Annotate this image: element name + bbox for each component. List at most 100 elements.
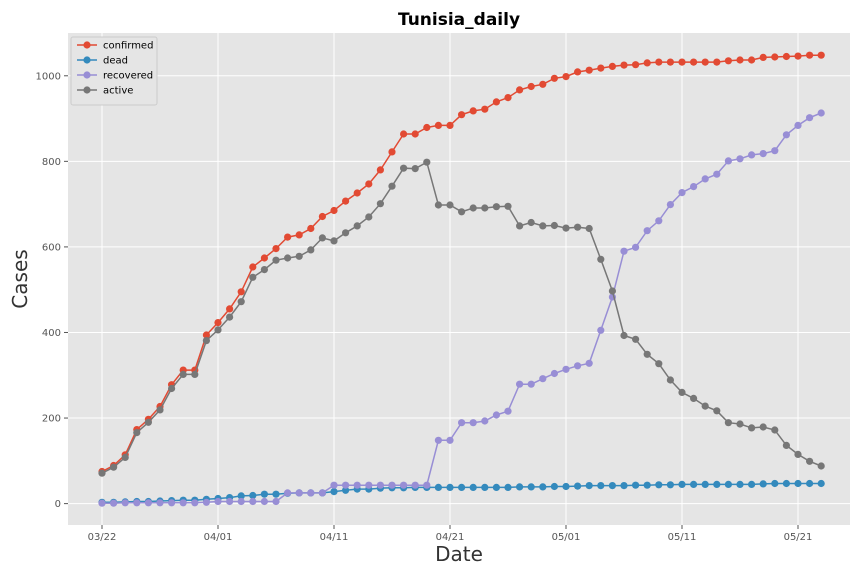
data-point-recovered	[191, 499, 199, 507]
data-point-recovered	[179, 499, 187, 507]
data-point-recovered	[817, 109, 825, 117]
data-point-confirmed	[701, 58, 709, 66]
data-point-dead	[446, 483, 454, 491]
data-point-active	[643, 350, 651, 358]
data-point-recovered	[597, 326, 605, 334]
data-point-confirmed	[272, 245, 280, 253]
x-tick-label: 05/21	[784, 532, 813, 543]
data-point-dead	[249, 491, 257, 500]
y-tick-label: 200	[42, 414, 61, 425]
x-tick-label: 04/01	[204, 532, 233, 543]
data-point-dead	[237, 492, 245, 500]
data-point-confirmed	[226, 305, 234, 313]
data-point-recovered	[365, 481, 373, 489]
y-tick-label: 600	[42, 242, 61, 253]
data-point-active	[214, 326, 222, 334]
data-point-recovered	[133, 499, 141, 507]
data-point-active	[284, 254, 292, 262]
data-point-confirmed	[736, 56, 744, 64]
data-point-recovered	[353, 481, 361, 489]
data-point-confirmed	[214, 319, 222, 327]
data-point-dead	[724, 480, 733, 488]
data-point-confirmed	[806, 51, 814, 59]
y-axis-ticks: 0 200 400 600 800 1000	[36, 71, 68, 510]
data-point-recovered	[376, 481, 384, 489]
data-point-confirmed	[469, 107, 477, 115]
data-point-active	[817, 462, 825, 470]
grid	[68, 33, 850, 525]
data-point-recovered	[678, 189, 686, 197]
data-point-recovered	[516, 380, 524, 388]
data-point-dead	[782, 479, 791, 488]
x-tick-label: 04/21	[436, 532, 465, 543]
data-point-recovered	[121, 499, 129, 507]
data-point-dead	[539, 483, 547, 491]
data-point-active	[527, 218, 535, 227]
data-point-recovered	[237, 497, 245, 506]
data-point-confirmed	[608, 62, 617, 70]
data-point-confirmed	[620, 61, 628, 69]
data-point-confirmed	[759, 53, 767, 62]
data-point-recovered	[504, 407, 512, 415]
data-point-recovered	[469, 419, 477, 427]
data-point-confirmed	[446, 121, 454, 129]
x-axis-title: Date	[435, 542, 483, 566]
data-point-confirmed	[504, 94, 512, 102]
data-point-recovered	[98, 499, 106, 507]
series-group	[98, 51, 825, 507]
data-point-recovered	[666, 201, 675, 209]
y-axis-title: Cases	[8, 249, 32, 308]
data-point-dead	[771, 479, 779, 488]
data-point-confirmed	[817, 51, 825, 59]
data-point-recovered	[214, 497, 222, 506]
data-point-active	[678, 388, 686, 396]
data-point-recovered	[585, 359, 593, 367]
data-point-active	[434, 201, 442, 209]
data-point-active	[144, 418, 152, 426]
data-point-recovered	[481, 417, 489, 425]
data-point-recovered	[492, 411, 500, 419]
data-point-dead	[736, 480, 744, 488]
data-point-dead	[690, 480, 698, 488]
data-point-confirmed	[574, 68, 582, 76]
data-point-active	[318, 234, 326, 242]
data-point-recovered	[782, 131, 791, 139]
data-point-dead	[492, 483, 500, 491]
data-point-active	[226, 313, 234, 321]
legend-marker	[83, 56, 91, 64]
data-point-recovered	[655, 217, 663, 225]
data-point-recovered	[202, 498, 210, 506]
data-point-recovered	[330, 481, 338, 489]
data-point-confirmed	[562, 73, 570, 81]
data-point-active	[249, 273, 257, 281]
data-point-active	[156, 406, 164, 414]
data-point-confirmed	[342, 197, 350, 205]
data-point-dead	[330, 488, 338, 496]
data-point-confirmed	[237, 288, 245, 296]
data-point-active	[411, 165, 419, 173]
data-point-dead	[759, 480, 767, 488]
data-point-dead	[550, 482, 559, 491]
data-point-active	[666, 376, 675, 384]
data-point-dead	[527, 483, 535, 491]
data-point-active	[191, 370, 199, 378]
data-point-confirmed	[794, 52, 802, 60]
data-point-confirmed	[307, 224, 315, 233]
data-point-dead	[585, 482, 593, 490]
data-point-active	[782, 441, 791, 449]
y-tick-label: 800	[42, 157, 61, 168]
data-point-active	[806, 457, 814, 465]
data-point-active	[574, 223, 582, 231]
data-point-confirmed	[260, 254, 268, 262]
data-point-confirmed	[423, 123, 431, 132]
data-point-confirmed	[550, 74, 559, 82]
data-point-confirmed	[655, 58, 663, 66]
data-point-active	[260, 266, 268, 274]
series-recovered	[98, 109, 825, 507]
data-point-confirmed	[481, 105, 489, 113]
data-point-confirmed	[330, 206, 338, 215]
data-point-active	[202, 337, 210, 345]
data-point-recovered	[550, 369, 559, 378]
data-point-dead	[620, 482, 628, 490]
data-point-active	[469, 204, 477, 212]
